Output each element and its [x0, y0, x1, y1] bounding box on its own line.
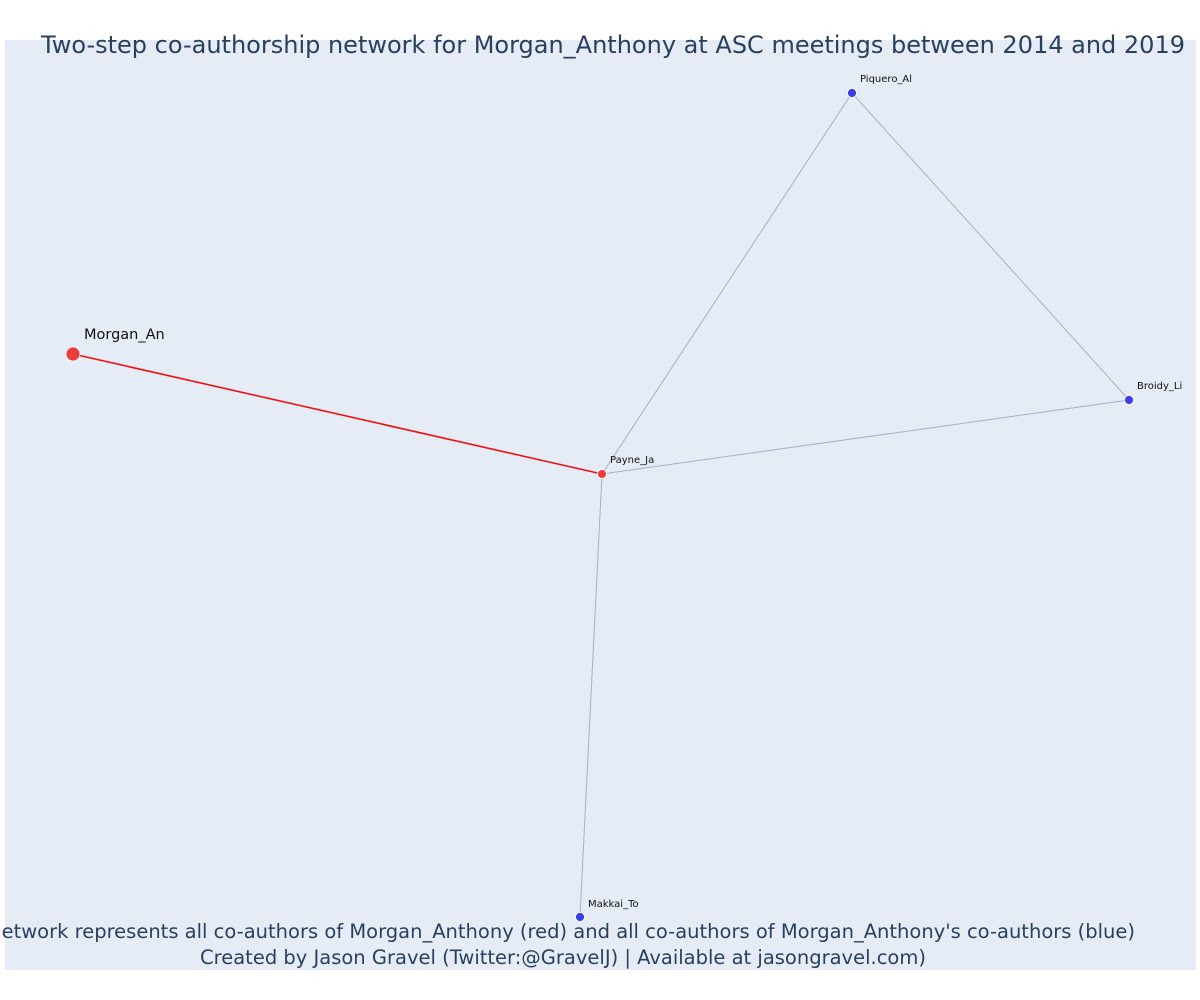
edge-payne-piquero — [601, 92, 853, 475]
node-payne[interactable] — [597, 469, 607, 479]
node-label-payne: Payne_Ja — [610, 455, 654, 466]
node-label-broidy: Broidy_Li — [1137, 381, 1182, 392]
chart-title: Two-step co-authorship network for Morga… — [40, 31, 1185, 59]
edge-piquero-broidy — [851, 92, 1130, 401]
labels-layer: Morgan_An Payne_Ja Piquero_Al Broidy_Li Makk… — [84, 74, 1182, 910]
nodes-layer — [65, 88, 1134, 922]
node-broidy[interactable] — [1124, 395, 1134, 405]
edge-payne-makkai — [579, 473, 603, 918]
node-label-makkai: Makkai_To — [588, 899, 639, 910]
caption-line-2: Created by Jason Gravel (Twitter:@Gravel… — [200, 946, 926, 969]
node-morgan[interactable] — [65, 346, 81, 362]
edge-payne-broidy — [601, 399, 1130, 475]
node-label-piquero: Piquero_Al — [860, 74, 912, 85]
node-makkai[interactable] — [575, 912, 585, 922]
node-label-morgan: Morgan_An — [84, 327, 165, 343]
edge-morgan-payne — [72, 353, 603, 475]
edges-layer — [72, 92, 1130, 918]
caption-line-1: Network represents all co-authors of Mor… — [0, 920, 1135, 943]
node-piquero[interactable] — [847, 88, 857, 98]
